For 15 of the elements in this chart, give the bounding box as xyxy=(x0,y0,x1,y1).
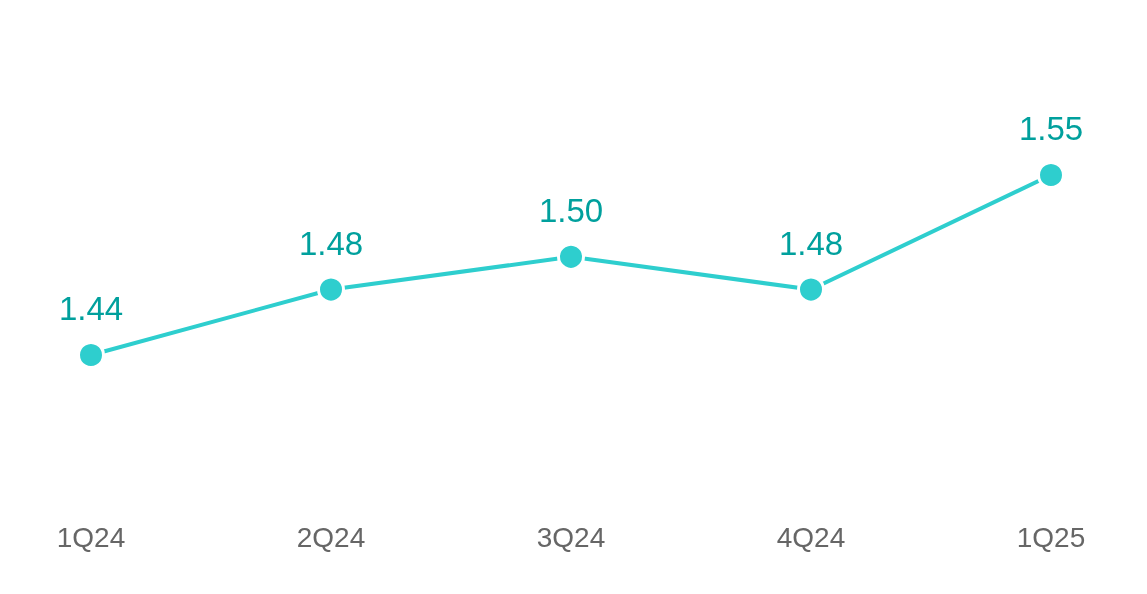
data-label: 1.48 xyxy=(298,224,364,262)
data-label: 1.50 xyxy=(538,191,604,229)
x-tick-label: 1Q25 xyxy=(1016,521,1086,553)
x-tick-label: 3Q24 xyxy=(536,521,606,553)
point xyxy=(557,242,585,271)
data-label: 1.48 xyxy=(778,224,844,262)
x-tick-label: 4Q24 xyxy=(776,521,846,553)
point xyxy=(1037,161,1065,189)
point xyxy=(77,341,105,369)
data-label: 1.44 xyxy=(58,290,124,327)
point xyxy=(797,275,825,304)
data-label: 1.55 xyxy=(1018,110,1084,147)
x-tick-label: 2Q24 xyxy=(296,521,366,553)
point xyxy=(317,275,345,304)
x-tick-label: 1Q24 xyxy=(56,521,126,553)
